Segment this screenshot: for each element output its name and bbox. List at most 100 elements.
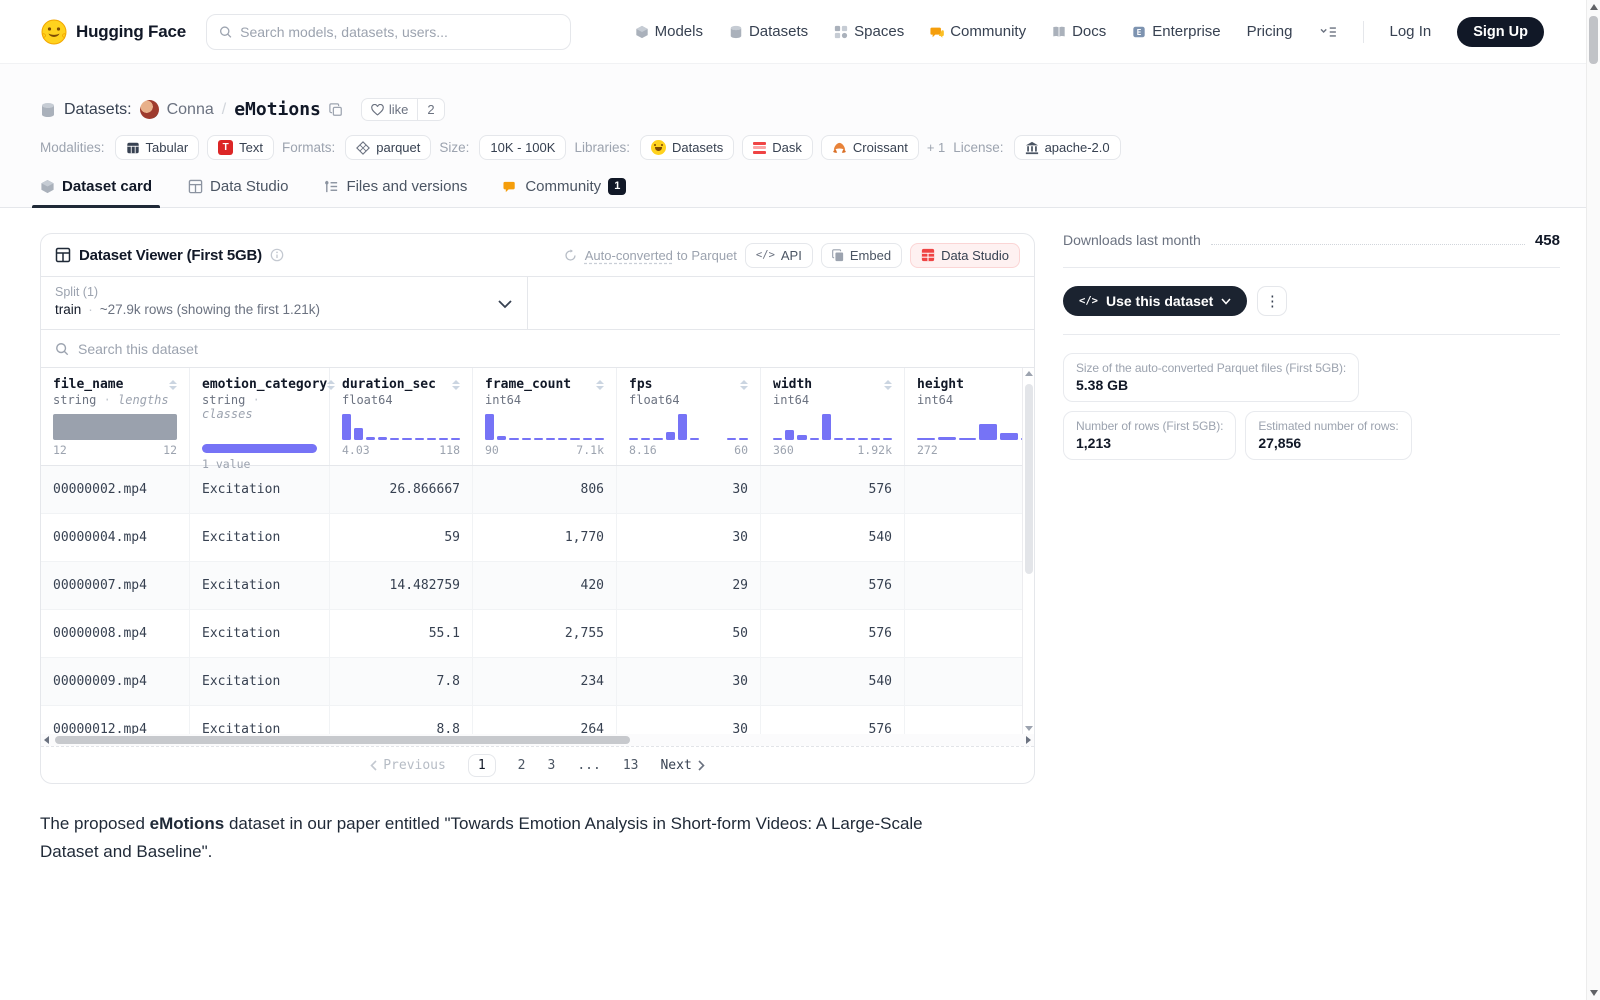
cell-file_name: 00000004.mp4: [41, 514, 190, 561]
tab-community[interactable]: Community 1: [503, 178, 627, 207]
tag-license[interactable]: apache-2.0: [1013, 135, 1121, 160]
tag-modality-text[interactable]: T Text: [207, 135, 275, 160]
column-header-file_name[interactable]: file_name string · lengths 12 12: [41, 368, 190, 465]
table-vertical-scrollbar[interactable]: [1022, 368, 1034, 734]
tag-library-datasets[interactable]: Datasets: [639, 135, 735, 160]
data-studio-icon: [188, 179, 203, 194]
global-search-input[interactable]: [240, 23, 558, 40]
nav-models[interactable]: Models: [635, 23, 703, 40]
scroll-down-arrow[interactable]: [1025, 726, 1033, 731]
dataset-search-input[interactable]: [78, 340, 478, 357]
scroll-right-arrow[interactable]: [1026, 736, 1031, 744]
histogram: [485, 412, 605, 440]
tab-files-and-versions[interactable]: Files and versions: [324, 178, 467, 207]
api-button[interactable]: </> API: [744, 242, 813, 268]
histogram: [629, 412, 749, 440]
scroll-left-arrow[interactable]: [44, 736, 49, 744]
tag-library-croissant[interactable]: Croissant: [820, 135, 919, 160]
tag-library-dask[interactable]: Dask: [742, 135, 813, 160]
previous-page-button[interactable]: Previous: [370, 758, 446, 773]
table-row[interactable]: 00000008.mp4 Excitation 55.1 2,755 50 576: [41, 610, 1022, 658]
nav-spaces[interactable]: Spaces: [834, 23, 904, 40]
cell-height: [905, 562, 1022, 609]
nav-pricing[interactable]: Pricing: [1247, 23, 1293, 40]
sort-icon[interactable]: [327, 379, 336, 390]
rows-count-label: Number of rows (First 5GB):: [1076, 419, 1224, 433]
info-icon[interactable]: [270, 248, 284, 262]
column-header-fps[interactable]: fps float64 8.16 60: [617, 368, 761, 465]
table-row[interactable]: 00000012.mp4 Excitation 8.8 264 30 576: [41, 706, 1022, 734]
parquet-size-box: Size of the auto-converted Parquet files…: [1063, 353, 1360, 402]
cell-height: [905, 514, 1022, 561]
use-dataset-row: </> Use this dataset ⋮: [1063, 286, 1560, 316]
tab-dataset-card[interactable]: Dataset card: [31, 178, 161, 208]
libraries-more[interactable]: + 1: [926, 140, 946, 155]
page-scroll-down-arrow[interactable]: [1590, 990, 1598, 996]
sort-icon[interactable]: [452, 379, 460, 390]
owner-link[interactable]: Conna: [166, 100, 214, 118]
global-search[interactable]: [206, 13, 571, 50]
signup-button[interactable]: Sign Up: [1457, 16, 1544, 47]
tag-format-parquet[interactable]: parquet: [345, 135, 432, 160]
column-header-emotion_category[interactable]: emotion_category string · classes 1 value: [190, 368, 336, 471]
column-header-frame_count[interactable]: frame_count int64 90 7.1k: [473, 368, 617, 465]
community-tab-icon: [503, 181, 516, 193]
split-value: train: [55, 302, 82, 317]
cell-width: 576: [761, 706, 905, 734]
column-header-width[interactable]: width int64 360 1.92k: [761, 368, 905, 465]
page-1-button[interactable]: 1: [467, 753, 496, 777]
copy-name-icon[interactable]: [329, 102, 343, 117]
sort-icon[interactable]: [596, 379, 604, 390]
sort-icon[interactable]: [169, 379, 177, 390]
page-scroll-thumb[interactable]: [1589, 16, 1598, 64]
login-button[interactable]: Log In: [1389, 23, 1432, 40]
pagination: Previous 1 2 3 ... 13 Next: [41, 746, 1034, 783]
nav-community[interactable]: Community: [930, 23, 1026, 40]
page-13-button[interactable]: 13: [622, 757, 639, 773]
vertical-scroll-thumb[interactable]: [1025, 384, 1033, 574]
owner-avatar[interactable]: [139, 100, 159, 119]
scroll-up-arrow[interactable]: [1025, 371, 1033, 376]
table-row[interactable]: 00000009.mp4 Excitation 7.8 234 30 540: [41, 658, 1022, 706]
data-studio-button-label: Data Studio: [941, 247, 1009, 263]
auto-converted-link[interactable]: Auto-converted: [584, 247, 673, 263]
split-selector[interactable]: Split (1) train · ~27.9k rows (showing t…: [41, 277, 528, 329]
data-studio-button[interactable]: Data Studio: [910, 242, 1020, 268]
page-3-button[interactable]: 3: [547, 757, 556, 773]
refresh-icon[interactable]: [564, 248, 577, 262]
nav-more-menu[interactable]: [1319, 25, 1337, 39]
like-count[interactable]: 2: [417, 99, 443, 120]
embed-button[interactable]: Embed: [820, 242, 903, 268]
auto-converted-note: Auto-converted to Parquet: [585, 248, 737, 263]
horizontal-scroll-thumb[interactable]: [55, 736, 630, 744]
table-row[interactable]: 00000007.mp4 Excitation 14.482759 420 29 576: [41, 562, 1022, 610]
page-scroll-up-arrow[interactable]: [1590, 4, 1598, 10]
embed-icon: [831, 248, 844, 261]
like-button[interactable]: like: [362, 99, 418, 120]
nav-docs[interactable]: Docs: [1052, 23, 1106, 40]
tag-modality-tabular[interactable]: Tabular: [114, 135, 200, 160]
table-row[interactable]: 00000002.mp4 Excitation 26.866667 806 30 576: [41, 466, 1022, 514]
more-options-button[interactable]: ⋮: [1257, 286, 1288, 316]
nav-datasets[interactable]: Datasets: [729, 23, 808, 40]
nav-enterprise[interactable]: E Enterprise: [1132, 23, 1221, 40]
tag-size[interactable]: 10K - 100K: [479, 135, 567, 160]
page-2-button[interactable]: 2: [517, 757, 526, 773]
data-studio-red-icon: [921, 248, 935, 262]
tab-data-studio[interactable]: Data Studio: [188, 178, 288, 207]
next-label: Next: [660, 757, 692, 773]
column-header-duration_sec[interactable]: duration_sec float64 4.03 118: [330, 368, 473, 465]
column-header-height[interactable]: height int64 272: [905, 368, 1022, 465]
page-scrollbar[interactable]: [1586, 0, 1600, 1000]
sort-icon[interactable]: [740, 379, 748, 390]
use-this-dataset-button[interactable]: </> Use this dataset: [1063, 286, 1248, 316]
dask-icon: [753, 141, 767, 154]
next-page-button[interactable]: Next: [660, 757, 705, 773]
cell-fps: 30: [617, 514, 761, 561]
column-name: duration_sec: [342, 377, 436, 392]
sort-icon[interactable]: [884, 379, 892, 390]
tag-label: Croissant: [852, 140, 908, 155]
table-row[interactable]: 00000004.mp4 Excitation 59 1,770 30 540: [41, 514, 1022, 562]
home-link[interactable]: Hugging Face: [40, 18, 186, 46]
table-horizontal-scrollbar[interactable]: [41, 734, 1034, 746]
